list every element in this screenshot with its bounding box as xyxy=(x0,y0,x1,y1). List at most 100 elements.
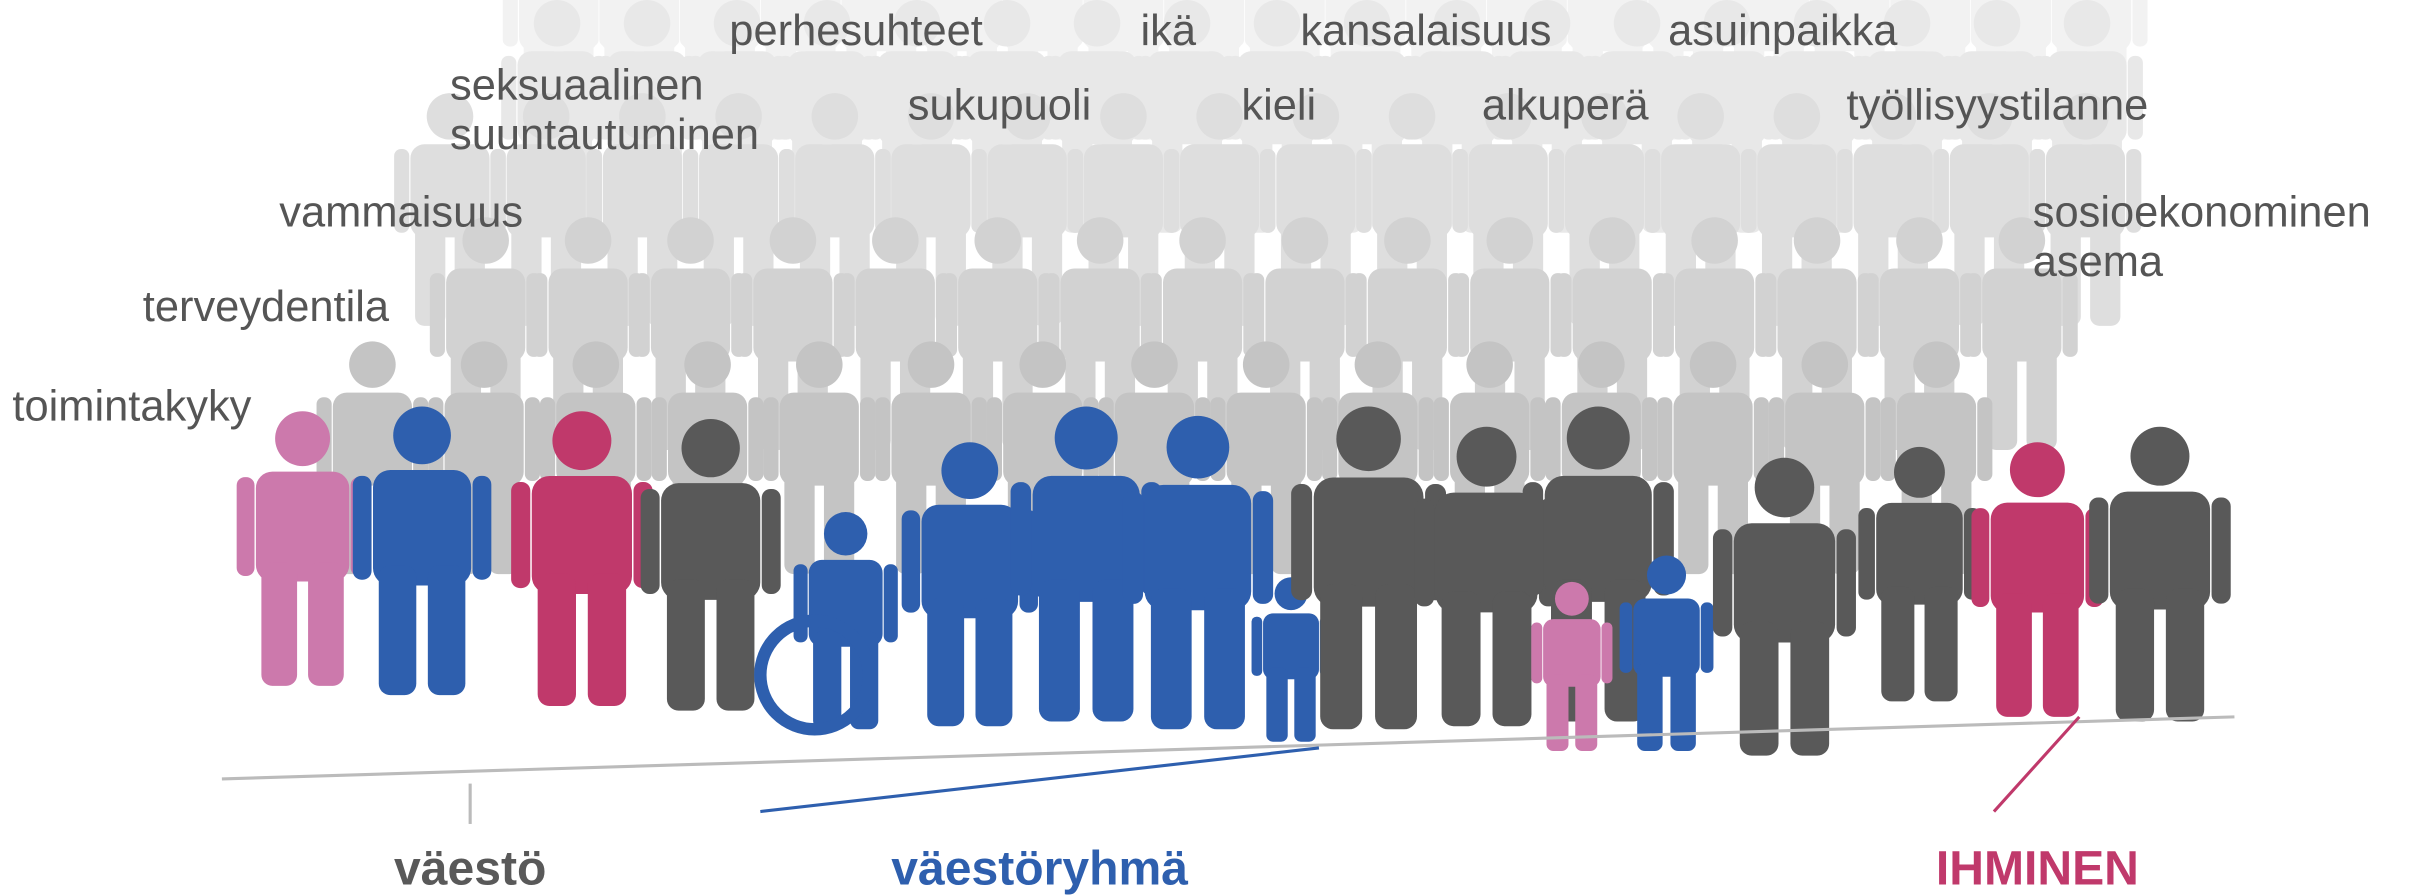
arm xyxy=(763,397,778,481)
arm xyxy=(511,482,530,588)
head xyxy=(770,217,817,264)
leg xyxy=(1266,668,1287,742)
leg xyxy=(308,562,344,686)
head xyxy=(796,341,843,388)
head xyxy=(1055,407,1118,470)
leg xyxy=(261,562,297,686)
head xyxy=(1974,0,2021,47)
head xyxy=(1384,217,1431,264)
head xyxy=(1555,582,1589,616)
leg xyxy=(1151,588,1192,729)
arm xyxy=(1452,149,1467,233)
arm xyxy=(1601,622,1612,683)
arm xyxy=(641,489,660,594)
dimension-label: sosioekonominen xyxy=(2033,189,2371,237)
head xyxy=(1131,341,1178,388)
head xyxy=(1077,217,1124,264)
leg xyxy=(1678,469,1708,574)
dimension-label: toimintakyky xyxy=(12,383,251,431)
arm xyxy=(1252,617,1263,676)
arm xyxy=(1955,0,1970,47)
dimension-label: asuinpaikka xyxy=(1668,7,1898,55)
arm xyxy=(1530,397,1545,481)
arm xyxy=(1419,397,1434,481)
head xyxy=(2130,427,2189,486)
arm xyxy=(1713,529,1732,636)
arm xyxy=(1741,149,1756,233)
head xyxy=(1282,217,1329,264)
person xyxy=(1971,442,2103,717)
arm xyxy=(637,397,652,481)
head xyxy=(1913,341,1960,388)
arm xyxy=(237,477,255,576)
leg xyxy=(2166,589,2204,722)
leg xyxy=(379,565,417,695)
head xyxy=(1755,458,1815,518)
head xyxy=(1167,416,1230,479)
leg xyxy=(717,579,755,710)
head xyxy=(812,93,859,140)
head xyxy=(1614,0,1661,47)
arm xyxy=(353,476,372,580)
dimension-label: terveydentila xyxy=(143,283,390,331)
leg xyxy=(2116,589,2154,722)
arm xyxy=(503,0,518,47)
arm xyxy=(525,397,540,481)
arm xyxy=(1415,499,1434,607)
level-label: väestöryhmä xyxy=(891,841,1188,895)
leg xyxy=(1575,675,1597,751)
arm xyxy=(635,273,650,357)
head xyxy=(1019,341,1066,388)
arm xyxy=(771,56,786,140)
arm xyxy=(532,273,547,357)
arm xyxy=(2036,0,2051,47)
dimension-label: ikä xyxy=(1140,7,1196,55)
head xyxy=(1243,341,1290,388)
leg xyxy=(813,632,841,730)
arm xyxy=(1434,397,1449,481)
head xyxy=(1794,217,1841,264)
leg xyxy=(1740,622,1779,756)
arm xyxy=(1011,482,1031,595)
leg xyxy=(1294,668,1315,742)
arm xyxy=(473,476,492,580)
arm xyxy=(902,510,920,612)
arm xyxy=(1556,273,1571,357)
arm xyxy=(2212,497,2231,603)
head xyxy=(1589,217,1636,264)
person-pointer xyxy=(1994,717,2079,812)
head xyxy=(565,217,612,264)
arm xyxy=(762,489,781,594)
group-pointer xyxy=(760,748,1319,812)
arm xyxy=(875,397,890,481)
arm xyxy=(1971,508,1989,607)
leg xyxy=(927,598,964,726)
leg xyxy=(1320,584,1362,729)
arm xyxy=(748,397,763,481)
leg xyxy=(1996,593,2032,717)
head xyxy=(1179,217,1226,264)
leg xyxy=(784,469,814,574)
dimension-label: perhesuhteet xyxy=(729,7,983,55)
head xyxy=(461,341,508,388)
leg xyxy=(1637,663,1662,751)
level-label: IHMINEN xyxy=(1936,841,2139,895)
leg xyxy=(1039,580,1080,722)
head xyxy=(1578,341,1625,388)
arm xyxy=(2089,497,2108,603)
head xyxy=(984,0,1031,47)
head xyxy=(393,407,451,465)
head xyxy=(1389,93,1436,140)
head xyxy=(552,411,611,470)
dimension-label: sukupuoli xyxy=(908,81,1092,129)
head xyxy=(624,0,671,47)
dimension-label: työllisyystilanne xyxy=(1847,81,2149,129)
level-label: väestö xyxy=(394,841,546,895)
leg xyxy=(588,573,626,706)
arm xyxy=(1322,397,1337,481)
head xyxy=(1774,93,1821,140)
leg xyxy=(1442,591,1481,726)
head xyxy=(573,341,620,388)
dimension-label: kieli xyxy=(1241,81,1316,129)
leg xyxy=(1204,588,1245,729)
